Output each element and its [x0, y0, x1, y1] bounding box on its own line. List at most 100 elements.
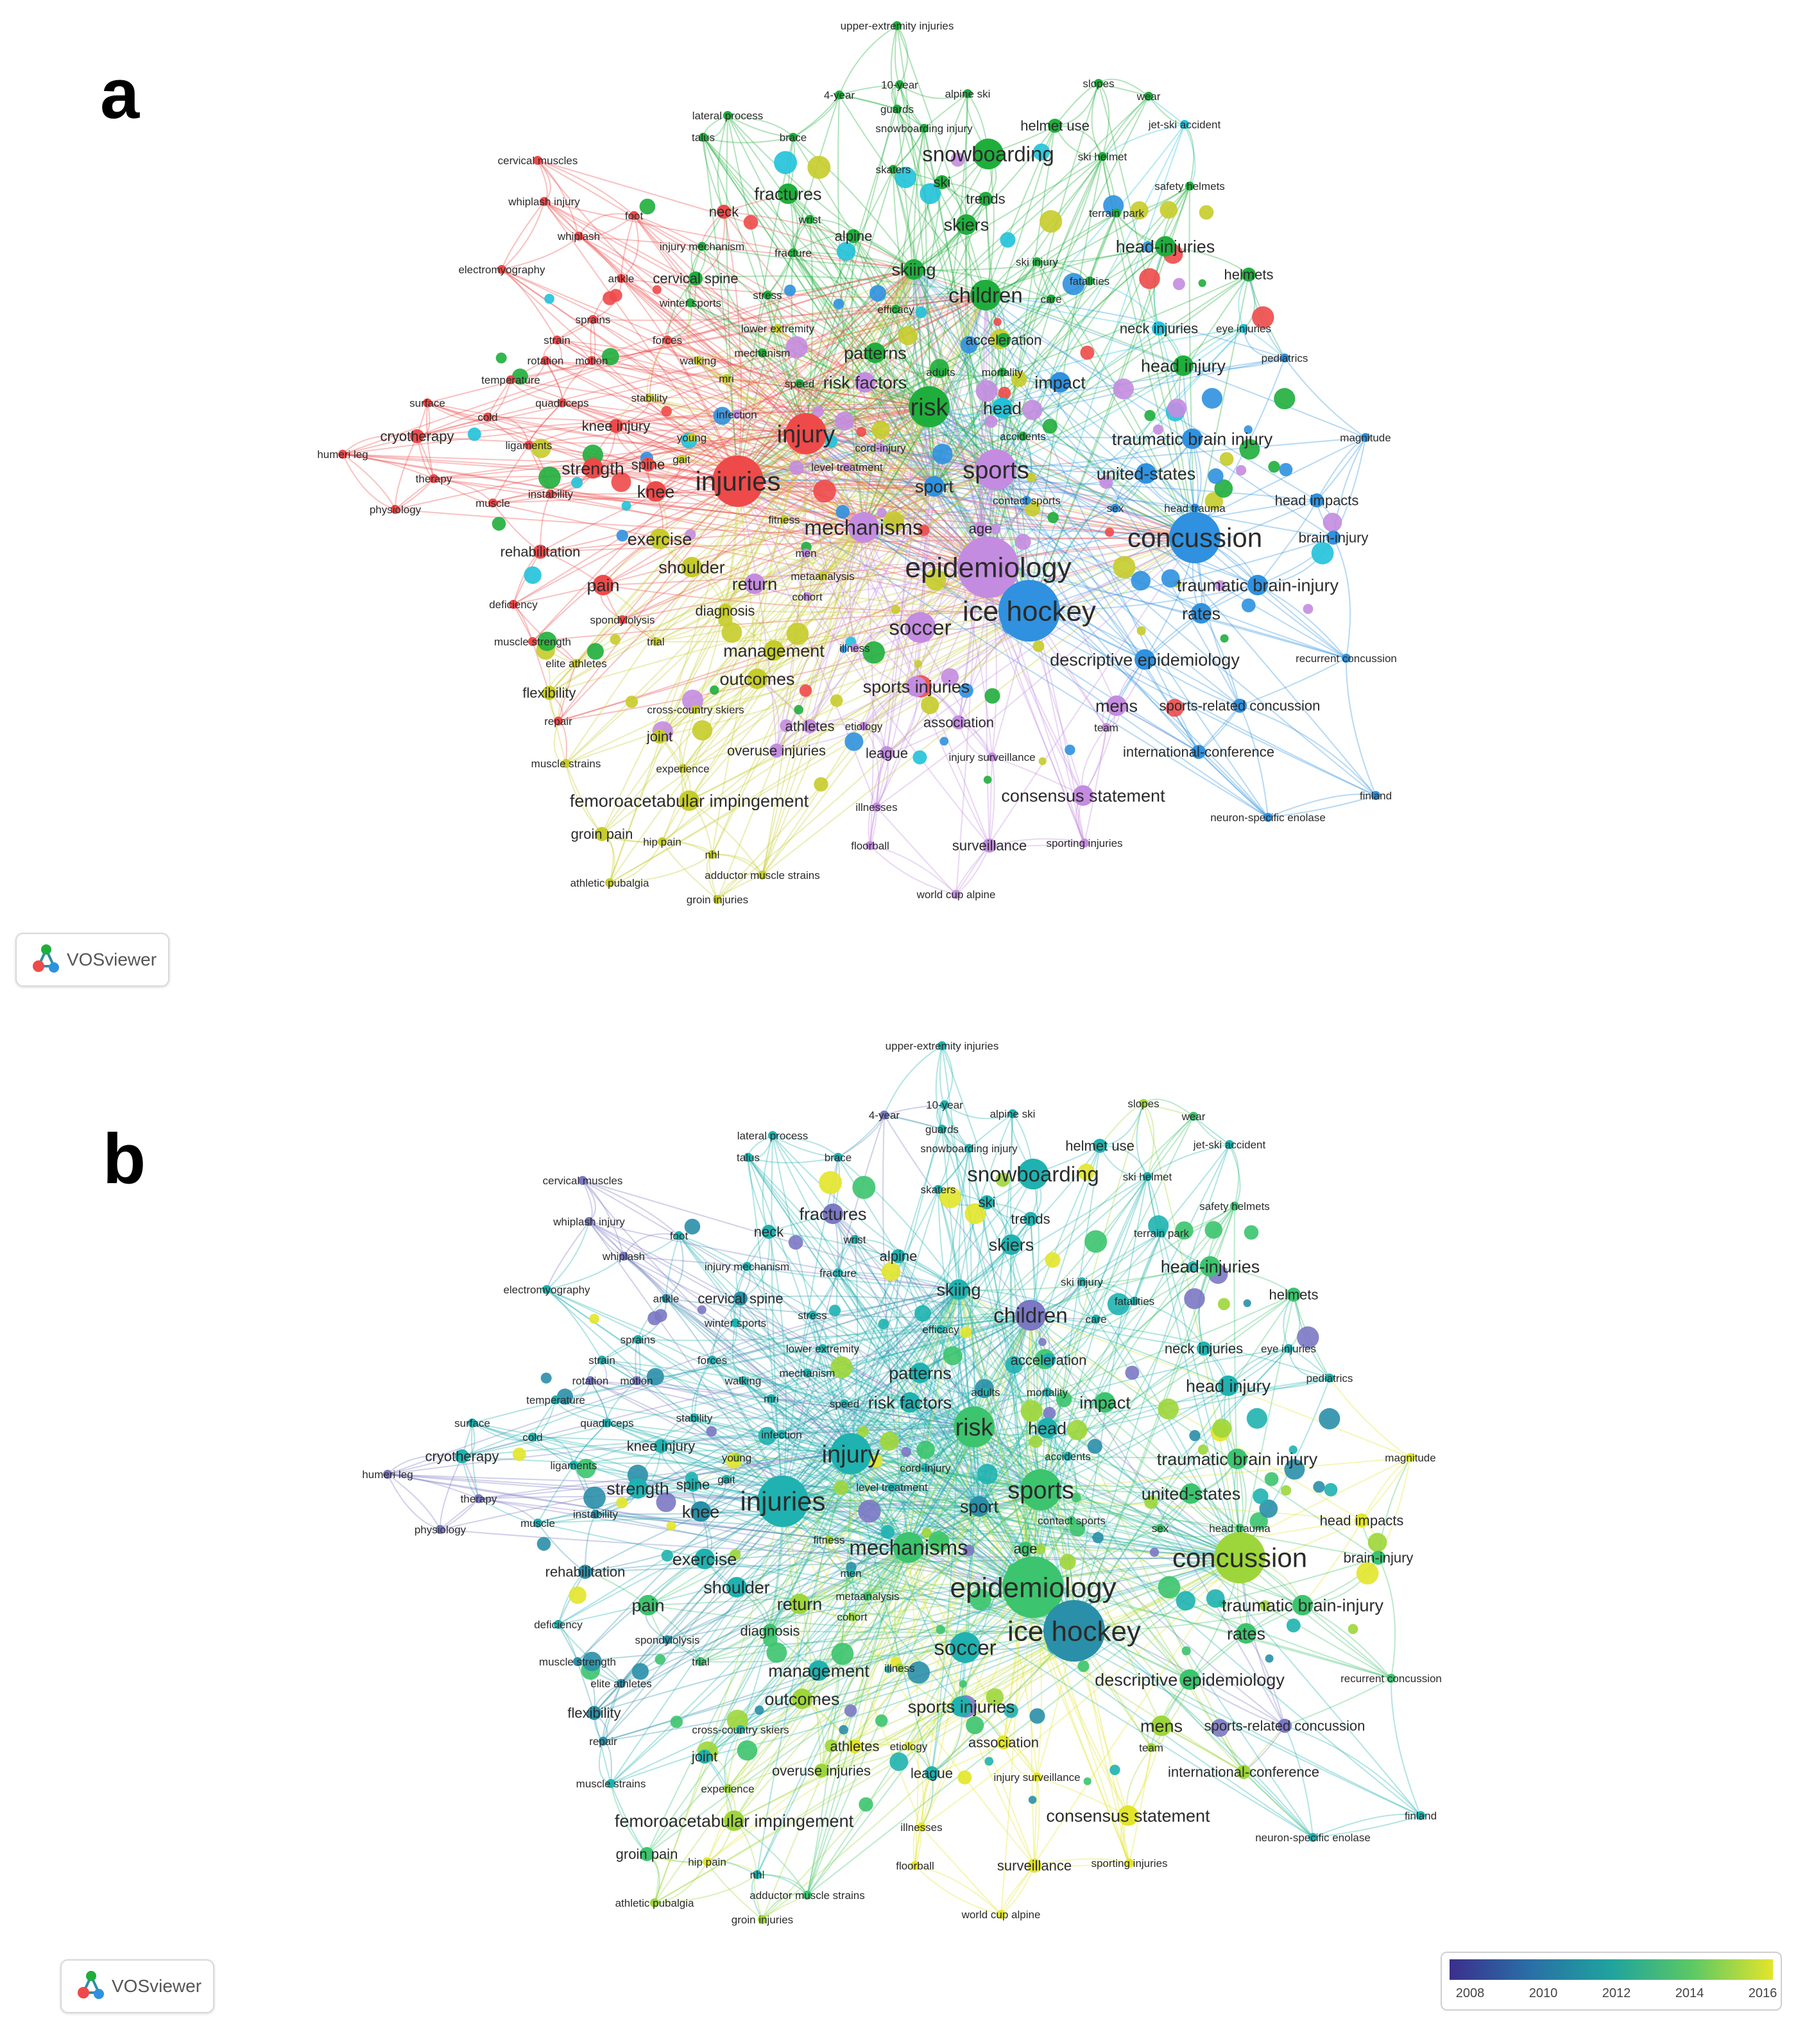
- network-edge: [1161, 1205, 1235, 1234]
- network-edge: [929, 406, 1240, 706]
- node-label: floorball: [851, 840, 889, 852]
- network-edge: [837, 1114, 885, 1158]
- node-label: deficiency: [534, 1619, 583, 1631]
- network-node-unlabeled: [1303, 604, 1314, 615]
- network-edge: [1102, 124, 1185, 157]
- network-edge: [472, 1422, 1240, 1558]
- network-node: [998, 368, 1007, 377]
- network-edge: [667, 339, 930, 407]
- network-edge: [914, 1865, 1002, 1915]
- network-node-unlabeled: [537, 631, 557, 651]
- node-label: recurrent concussion: [1340, 1673, 1442, 1685]
- network-node: [997, 333, 1011, 347]
- network-node-unlabeled: [844, 1704, 857, 1717]
- network-edge: [590, 1380, 975, 1427]
- network-edge: [839, 25, 898, 96]
- network-node: [840, 1399, 849, 1408]
- network-node-unlabeled: [1184, 1288, 1205, 1309]
- network-edge: [655, 269, 914, 492]
- network-node-unlabeled: [1113, 556, 1136, 579]
- network-edge: [610, 1783, 647, 1855]
- network-edge: [995, 124, 1185, 470]
- network-node-unlabeled: [544, 293, 554, 304]
- node-label: sports injuries: [908, 1697, 1015, 1716]
- network-edge: [805, 357, 1285, 434]
- network-edge: [822, 1348, 1034, 1588]
- node-label: strength: [606, 1479, 669, 1498]
- network-edge: [863, 527, 1347, 659]
- node-label: head: [1028, 1418, 1066, 1438]
- network-node: [938, 1125, 946, 1134]
- node-label: injury: [822, 1441, 880, 1468]
- network-node-unlabeled: [852, 1175, 876, 1199]
- network-edge: [973, 1426, 1247, 1634]
- network-node: [992, 398, 1013, 418]
- network-edge: [582, 1180, 680, 1236]
- network-node-unlabeled: [1181, 1646, 1191, 1656]
- network-edge: [801, 1426, 975, 1699]
- network-edge: [585, 1501, 783, 1572]
- network-edge: [584, 1513, 596, 1572]
- network-node: [1018, 1542, 1032, 1556]
- network-node-unlabeled: [883, 511, 905, 532]
- network-edge: [440, 1529, 1240, 1559]
- network-node: [1023, 1212, 1038, 1226]
- node-label: men: [840, 1567, 861, 1580]
- node-label: nhl: [705, 849, 720, 861]
- network-edge: [737, 339, 1004, 482]
- network-edge: [876, 566, 989, 808]
- network-edge: [695, 211, 725, 279]
- node-label: fatalities: [1070, 275, 1109, 287]
- network-edge: [1032, 1145, 1100, 1588]
- network-node-unlabeled: [1260, 1600, 1271, 1612]
- network-node: [583, 458, 603, 479]
- network-edge: [737, 406, 930, 482]
- network-node: [758, 348, 767, 357]
- network-node-unlabeled: [834, 1480, 849, 1495]
- network-edge: [478, 1426, 975, 1499]
- network-edge: [757, 1426, 975, 1875]
- network-node-unlabeled: [631, 1663, 649, 1680]
- network-node-unlabeled: [1210, 1719, 1229, 1737]
- network-edge: [757, 566, 989, 679]
- node-label: rehabilitation: [501, 544, 581, 560]
- network-node-unlabeled: [970, 1588, 991, 1610]
- network-edge: [863, 156, 1103, 528]
- node-label: illnesses: [900, 1821, 942, 1834]
- network-edge: [852, 1489, 1041, 1617]
- network-edge: [621, 278, 930, 407]
- network-edge: [989, 756, 995, 846]
- network-node: [1139, 1099, 1148, 1108]
- network-edge: [546, 1289, 783, 1502]
- network-edge: [416, 294, 986, 437]
- network-edge: [416, 416, 488, 437]
- network-edge: [809, 527, 864, 727]
- node-label: strain: [544, 334, 570, 346]
- node-label: fracture: [819, 1267, 857, 1279]
- node-label: ice hockey: [963, 595, 1096, 627]
- network-edge: [662, 566, 989, 842]
- network-edge: [1054, 125, 1103, 157]
- network-node: [1278, 1719, 1292, 1733]
- network-edge: [737, 371, 941, 482]
- network-edge: [839, 94, 898, 110]
- network-edge: [767, 294, 807, 434]
- network-node-unlabeled: [788, 1235, 803, 1250]
- network-edge: [694, 1315, 1031, 1418]
- network-node-unlabeled: [531, 438, 551, 459]
- network-edge: [914, 1865, 1002, 1915]
- network-edge: [737, 94, 840, 482]
- network-edge: [934, 185, 1190, 487]
- network-edge: [1030, 1205, 1235, 1316]
- network-node: [645, 393, 654, 402]
- network-node: [848, 512, 879, 543]
- network-edge: [537, 1513, 596, 1524]
- network-edge: [655, 433, 807, 642]
- network-edge: [863, 128, 925, 528]
- network-edge: [427, 402, 989, 568]
- node-label: whiplash: [602, 1250, 645, 1263]
- network-node: [905, 612, 936, 643]
- network-edge: [908, 1547, 1285, 1726]
- node-label: neuron-specific enolase: [1255, 1832, 1371, 1844]
- network-edge: [828, 1506, 980, 1540]
